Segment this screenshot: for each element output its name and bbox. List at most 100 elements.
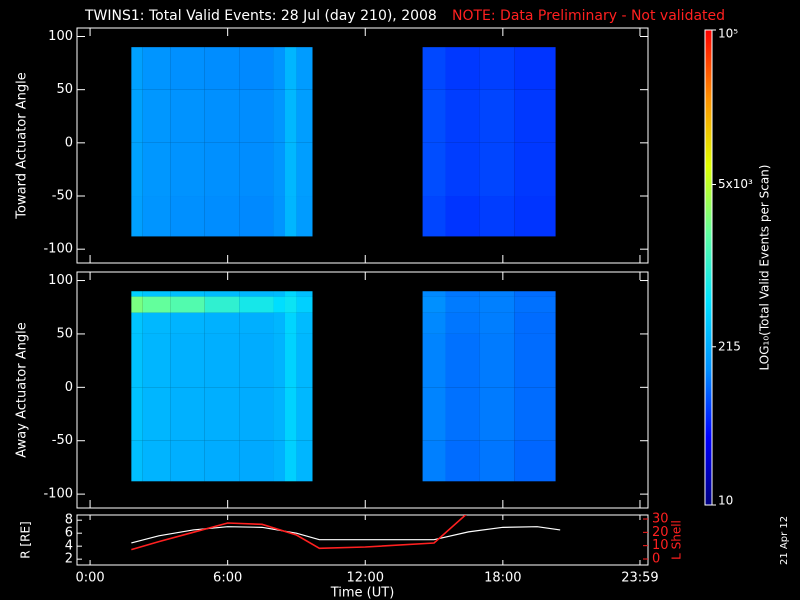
y-tick-label: 0 xyxy=(65,380,73,395)
x-tick-label: 12:00 xyxy=(347,571,384,586)
heat-cell xyxy=(273,89,285,143)
heat-cell xyxy=(142,291,171,297)
heat-cell xyxy=(422,291,446,297)
heat-cell xyxy=(514,333,556,388)
y-tick-label: 4 xyxy=(65,539,73,554)
heat-cell xyxy=(170,291,205,297)
heat-cell xyxy=(514,387,556,441)
heat-cell xyxy=(131,47,143,90)
heat-cell xyxy=(170,387,205,441)
heat-cell xyxy=(273,296,285,313)
heat-cell xyxy=(514,47,556,90)
date-stamp: 21 Apr 12 xyxy=(779,516,790,565)
heat-cell xyxy=(273,291,285,297)
heat-cell xyxy=(239,196,274,237)
heat-cell xyxy=(445,142,480,197)
heat-cell xyxy=(445,440,480,482)
colorbar xyxy=(704,29,713,506)
heat-cell xyxy=(514,296,556,313)
heat-cell xyxy=(296,333,313,388)
heat-cell xyxy=(142,312,171,334)
y-axis-label: Toward Actuator Angle xyxy=(15,72,30,219)
heat-cell xyxy=(170,333,205,388)
plot-frame xyxy=(76,271,649,509)
heat-cell xyxy=(422,387,446,441)
y-tick-label: 50 xyxy=(56,82,73,97)
y-tick-label: 100 xyxy=(48,29,73,44)
heat-cell xyxy=(131,291,143,297)
x-tick-label: 18:00 xyxy=(484,571,521,586)
heat-cell xyxy=(284,142,297,197)
lines xyxy=(131,515,561,551)
plot-frame xyxy=(76,514,649,566)
heat-cell xyxy=(422,47,446,90)
plot-frame xyxy=(76,27,649,264)
y-tick-label: 2 xyxy=(65,552,73,567)
heat-cell xyxy=(273,387,285,441)
heat-cell xyxy=(273,47,285,90)
heat-cell xyxy=(514,440,556,482)
heat-cell xyxy=(284,387,297,441)
colorbar-tick-label: 5x10³ xyxy=(718,177,753,191)
heat-cell xyxy=(239,312,274,334)
heat-cell xyxy=(479,440,515,482)
x-axis-label: Time (UT) xyxy=(330,586,395,600)
heat-cell xyxy=(273,440,285,482)
heat-cell xyxy=(204,387,240,441)
heat-cell xyxy=(422,89,446,143)
heat-cell xyxy=(239,291,274,297)
y-tick-label: 6 xyxy=(65,526,73,541)
heat-cell xyxy=(296,196,313,237)
heat-cell xyxy=(131,333,143,388)
heat-cell xyxy=(479,89,515,143)
heat-cell xyxy=(142,333,171,388)
heat-cell xyxy=(296,387,313,441)
heat-cell xyxy=(142,47,171,90)
y-tick-label: -50 xyxy=(52,433,73,448)
x-tick-label: 0:00 xyxy=(75,571,104,586)
y-tick-label: -100 xyxy=(43,487,73,502)
heat-cell xyxy=(239,387,274,441)
heat-cell xyxy=(422,296,446,313)
heat-cell xyxy=(296,89,313,143)
heat-cell xyxy=(284,196,297,237)
y-tick-label: -50 xyxy=(52,189,73,204)
y-axis-label: R [RE] xyxy=(19,521,33,558)
heat-cell xyxy=(142,440,171,482)
heat-cell xyxy=(479,142,515,197)
heat-cell xyxy=(284,296,297,313)
y2-axis-label: L Shell xyxy=(670,520,684,560)
heat-cell xyxy=(204,291,240,297)
heat-cell xyxy=(445,47,480,90)
heat-cell xyxy=(131,312,143,334)
heat-cell xyxy=(514,89,556,143)
heat-cell xyxy=(284,291,297,297)
heat-cell xyxy=(479,47,515,90)
heat-cell xyxy=(445,333,480,388)
heat-cell xyxy=(204,142,240,197)
heat-cell xyxy=(514,196,556,237)
heat-cell xyxy=(170,296,205,313)
heat-cell xyxy=(204,296,240,313)
heat-cell xyxy=(422,142,446,197)
note: NOTE: Data Preliminary - Not validated xyxy=(452,8,725,24)
heat-cell xyxy=(479,387,515,441)
series-line xyxy=(131,526,561,544)
heat-cell xyxy=(204,196,240,237)
heat-cell xyxy=(204,333,240,388)
heat-cell xyxy=(170,89,205,143)
heat-cell xyxy=(284,47,297,90)
y-axis-label: Away Actuator Angle xyxy=(15,322,30,457)
heat-cell xyxy=(239,142,274,197)
colorbar-tick-label: 10 xyxy=(718,494,733,508)
heat-cell xyxy=(204,440,240,482)
y2-tick-label: 30 xyxy=(652,512,669,527)
heat-cell xyxy=(273,333,285,388)
heat-cell xyxy=(142,196,171,237)
colorbar-label: LOG₁₀(Total Valid Events per Scan) xyxy=(758,165,772,371)
heat-cell xyxy=(131,89,143,143)
heat-cell xyxy=(445,296,480,313)
heat-cell xyxy=(170,440,205,482)
heat-cell xyxy=(273,142,285,197)
heat-cell xyxy=(239,333,274,388)
